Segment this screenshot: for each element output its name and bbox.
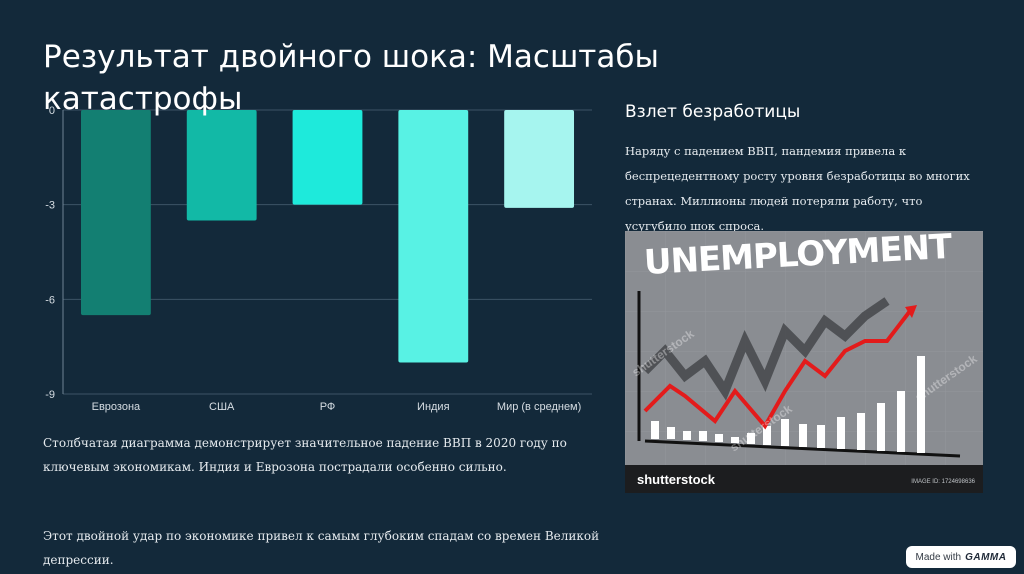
x-tick-label: Индия <box>417 401 450 413</box>
chart-x-ticks: Еврозона США РФ Индия Мир (в среднем) <box>92 401 582 413</box>
chart-grid <box>62 109 592 395</box>
bar <box>80 110 151 316</box>
x-tick-label: Еврозона <box>92 401 141 413</box>
conclusion-text: Этот двойной удар по экономике привел к … <box>43 529 600 567</box>
page-title: Результат двойного шока: Масштабы катаст… <box>43 39 659 117</box>
y-tick-label: -9 <box>45 389 55 401</box>
stock-footer: shutterstock IMAGE ID: 1724698636 <box>625 465 983 493</box>
chart-y-ticks: 0 -3 -6 -9 <box>45 105 55 401</box>
x-tick-label: РФ <box>320 401 336 413</box>
shutterstock-logo: shutterstock <box>637 472 716 487</box>
x-tick-label: Мир (в среднем) <box>497 401 581 413</box>
y-tick-label: -3 <box>45 200 55 212</box>
bar <box>398 110 469 363</box>
y-tick-label: 0 <box>49 105 55 117</box>
unemployment-stock-image: UNEMPLOYMENT shutterstock shutterstock s… <box>625 231 983 493</box>
y-tick-label: -6 <box>45 294 55 306</box>
unemployment-heading: Взлет безработицы <box>625 102 801 122</box>
bar <box>186 110 257 221</box>
chart-caption: Столбчатая диаграмма демонстрирует значи… <box>43 436 567 474</box>
gdp-bar-chart: 0 -3 -6 -9 Еврозона США РФ Индия Мир (в среднем… <box>45 105 592 413</box>
made-with-gamma-badge[interactable]: Made with GAMMA <box>906 546 1016 568</box>
gamma-logo: GAMMA <box>965 551 1007 563</box>
stock-image-id: IMAGE ID: 1724698636 <box>911 479 975 485</box>
unemployment-text: Наряду с падением ВВП, пандемия привела … <box>625 144 970 233</box>
badge-prefix: Made with <box>915 551 962 563</box>
bar <box>292 110 363 205</box>
chart-bars <box>80 110 575 363</box>
unemployment-graph-illustration <box>625 231 983 493</box>
x-tick-label: США <box>209 401 235 413</box>
bar <box>504 110 575 208</box>
